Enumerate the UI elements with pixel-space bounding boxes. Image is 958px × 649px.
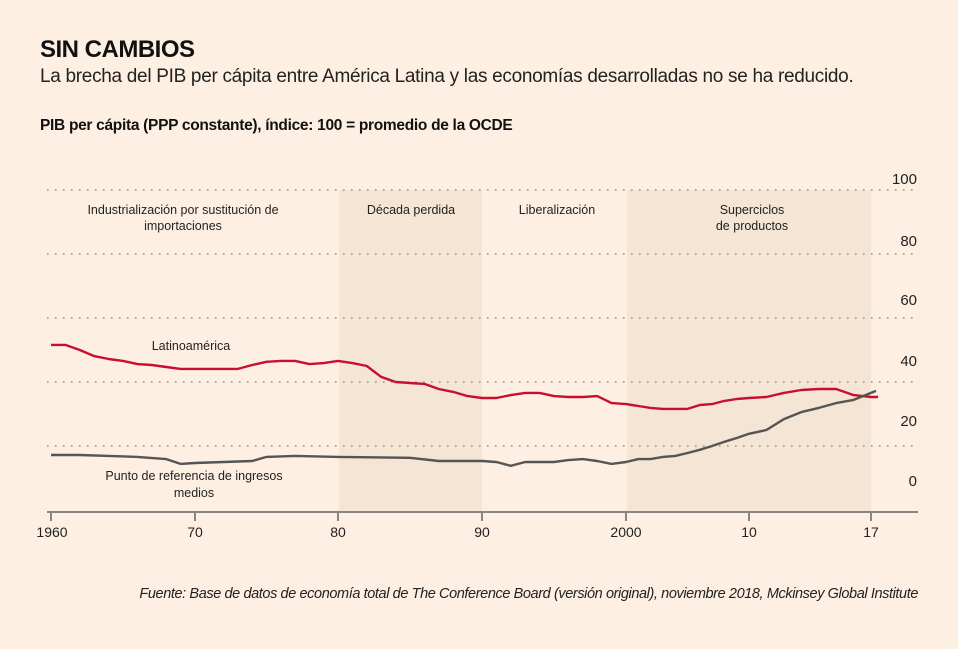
x-tick-label: 10: [741, 524, 757, 540]
period-label-line: de productos: [716, 219, 788, 233]
y-axis-labels: 100 80 60 40 20 0: [892, 171, 917, 490]
period-labels: Industrialización por sustitución de impo…: [87, 203, 788, 233]
period-label-3: Superciclos de productos: [716, 203, 788, 233]
series-label-line: medios: [174, 486, 214, 500]
y-tick-label: 80: [900, 233, 917, 250]
series-labels: Latinoamérica Punto de referencia de ingr…: [105, 339, 282, 500]
chart-subtitle: La brecha del PIB per cápita entre Améri…: [40, 66, 854, 87]
y-tick-label: 20: [900, 413, 917, 430]
gridlines: [47, 189, 918, 447]
period-bands: [339, 190, 871, 512]
period-label-line: Superciclos: [720, 203, 785, 217]
x-tick-label: 90: [474, 524, 490, 540]
series-label-line: Punto de referencia de ingresos: [105, 469, 282, 483]
period-label-line: Década perdida: [367, 203, 455, 217]
series-line-middle-income-benchmark: [51, 389, 877, 467]
x-axis: 1960 70 80 90 2000 10 17: [36, 511, 918, 540]
series-lines: [51, 343, 878, 467]
y-tick-label: 40: [900, 353, 917, 370]
y-tick-label: 60: [900, 292, 917, 309]
period-label-1: Década perdida: [367, 203, 455, 217]
period-label-line: Liberalización: [519, 203, 595, 217]
y-tick-label: 0: [909, 473, 917, 490]
series-label-latinoamerica: Latinoamérica: [152, 339, 231, 353]
period-label-line: importaciones: [144, 219, 222, 233]
y-axis-unit-label: PIB per cápita (PPP constante), índice: …: [40, 117, 513, 134]
series-label-line: Latinoamérica: [152, 339, 231, 353]
y-tick-label: 100: [892, 171, 917, 188]
series-line-latinoamerica: [51, 343, 878, 411]
period-band-3: [627, 190, 871, 512]
x-tick-label: 70: [187, 524, 203, 540]
x-tick-label: 80: [330, 524, 346, 540]
x-tick-label: 17: [863, 524, 879, 540]
period-label-line: Industrialización por sustitución de: [87, 203, 278, 217]
series-label-middle-income-benchmark: Punto de referencia de ingresos medios: [105, 469, 282, 500]
source-note: Fuente: Base de datos de economía total …: [139, 586, 918, 602]
period-label-2: Liberalización: [519, 203, 595, 217]
period-label-0: Industrialización por sustitución de impo…: [87, 203, 278, 233]
chart-title: SIN CAMBIOS: [40, 36, 195, 63]
x-tick-label: 1960: [36, 524, 67, 540]
period-band-1: [339, 190, 482, 512]
x-tick-label: 2000: [610, 524, 641, 540]
